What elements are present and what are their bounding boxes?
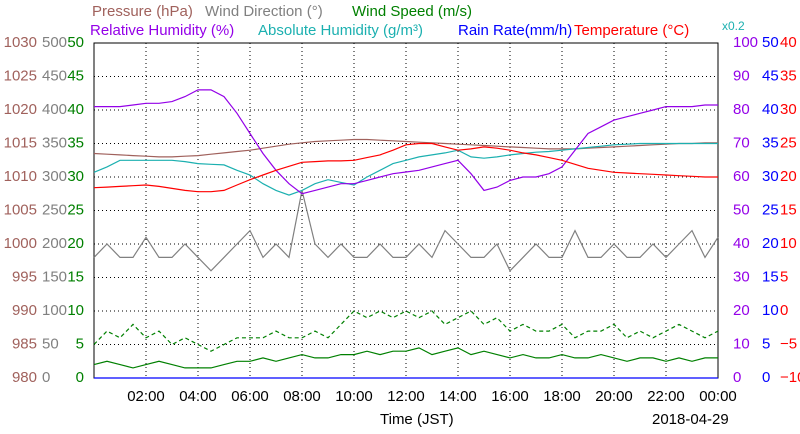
legend-entry: Wind Direction (°)	[205, 3, 323, 20]
y-tick-label: 30	[67, 168, 84, 185]
y-tick-label: 35	[67, 134, 84, 151]
y-tick-label: 1010	[4, 168, 37, 185]
y-tick-label: 20	[733, 302, 750, 319]
y-tick-label: −5	[780, 335, 797, 352]
x-tick-label: 12:00	[387, 388, 425, 405]
y-tick-label: 90	[733, 67, 750, 84]
y-tick-label: 990	[12, 302, 37, 319]
y-tick-label: 1015	[4, 134, 37, 151]
series-line	[93, 347, 718, 369]
y-tick-label: 70	[733, 134, 750, 151]
series-line	[93, 190, 719, 272]
x-tick-label: 06:00	[231, 388, 269, 405]
legend-entry: Pressure (hPa)	[92, 3, 193, 20]
x-tick-label: 22:00	[647, 388, 685, 405]
legend-entry: Temperature (°C)	[574, 22, 689, 39]
y-tick-label: 200	[42, 235, 67, 252]
y-tick-label: 20	[780, 168, 797, 185]
y-tick-label: 400	[42, 101, 67, 118]
y-tick-label: 30	[762, 168, 779, 185]
y-tick-label: 5	[762, 335, 770, 352]
y-tick-label: 45	[67, 67, 84, 84]
legend-entry: Relative Humidity (%)	[90, 22, 234, 39]
y-tick-label: 40	[762, 101, 779, 118]
y-tick-label: 45	[762, 67, 779, 84]
x-tick-label: 10:00	[335, 388, 373, 405]
y-tick-label: −10	[780, 369, 800, 386]
date-label: 2018-04-29	[652, 411, 729, 428]
series-line	[93, 138, 718, 158]
y-tick-label: 10	[67, 302, 84, 319]
y-tick-label: 50	[67, 34, 84, 51]
y-tick-label: 1000	[4, 235, 37, 252]
y-tick-label: 995	[12, 268, 37, 285]
y-tick-label: 0	[762, 369, 770, 386]
y-tick-label: 0	[733, 369, 741, 386]
y-tick-label: 50	[42, 335, 59, 352]
y-tick-label: 20	[762, 235, 779, 252]
y-tick-label: 80	[733, 101, 750, 118]
y-tick-label: 15	[762, 268, 779, 285]
x-tick-label: 00:00	[699, 388, 737, 405]
y-tick-label: 5	[76, 335, 84, 352]
y-tick-label: 15	[780, 201, 797, 218]
y-tick-label: 250	[42, 201, 67, 218]
y-tick-label: 30	[733, 268, 750, 285]
y-tick-label: 350	[42, 134, 67, 151]
y-tick-label: 1030	[4, 34, 37, 51]
y-tick-label: 1020	[4, 101, 37, 118]
y-tick-label: 980	[12, 369, 37, 386]
y-tick-label: 1005	[4, 201, 37, 218]
y-tick-label: 25	[780, 134, 797, 151]
y-tick-label: 0	[780, 302, 788, 319]
y-tick-label: 100	[733, 34, 758, 51]
x-tick-label: 08:00	[283, 388, 321, 405]
y-tick-label: 40	[67, 101, 84, 118]
y-tick-label: 15	[67, 268, 84, 285]
y-tick-label: 1025	[4, 67, 37, 84]
x-tick-label: 04:00	[179, 388, 217, 405]
y-tick-label: 35	[762, 134, 779, 151]
y-tick-label: 50	[733, 201, 750, 218]
y-tick-label: 10	[762, 302, 779, 319]
y-tick-label: 100	[42, 302, 67, 319]
y-tick-label: 0	[42, 369, 50, 386]
series-line	[93, 142, 718, 196]
y-tick-label: 450	[42, 67, 67, 84]
y-tick-label: 985	[12, 335, 37, 352]
y-tick-label: 50	[762, 34, 779, 51]
series-line-max	[93, 310, 719, 352]
y-tick-label: 10	[780, 235, 797, 252]
series-line	[93, 142, 718, 193]
y-tick-label: 150	[42, 268, 67, 285]
y-tick-label: 20	[67, 235, 84, 252]
y-tick-label: 25	[762, 201, 779, 218]
legend-entry: Rain Rate(mm/h)	[458, 22, 572, 39]
y-tick-label: 10	[733, 335, 750, 352]
y-tick-label: 60	[733, 168, 750, 185]
x-tick-label: 20:00	[595, 388, 633, 405]
scale-label: x0.2	[722, 19, 745, 33]
y-tick-label: 35	[780, 67, 797, 84]
x-tick-label: 18:00	[543, 388, 581, 405]
y-tick-label: 30	[780, 101, 797, 118]
y-tick-label: 300	[42, 168, 67, 185]
x-tick-label: 02:00	[127, 388, 165, 405]
legend-entry: Wind Speed (m/s)	[352, 3, 472, 20]
y-tick-label: 40	[733, 235, 750, 252]
x-axis-label: Time (JST)	[380, 411, 454, 428]
legend-entry: Absolute Humidity (g/m³)	[258, 22, 423, 39]
x-tick-label: 16:00	[491, 388, 529, 405]
series-line	[94, 89, 718, 195]
x-tick-label: 14:00	[439, 388, 477, 405]
y-tick-label: 0	[76, 369, 84, 386]
y-tick-label: 25	[67, 201, 84, 218]
y-tick-label: 500	[42, 34, 67, 51]
y-tick-label: 40	[780, 34, 797, 51]
y-tick-label: 5	[780, 268, 788, 285]
